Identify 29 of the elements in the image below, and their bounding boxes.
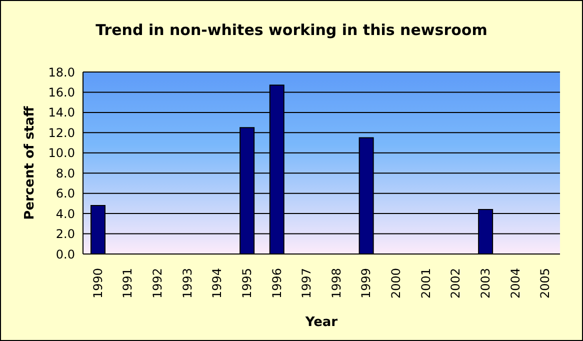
y-axis-title: Percent of staff bbox=[22, 106, 38, 220]
y-tick-label: 8.0 bbox=[56, 166, 75, 180]
y-tick-label: 4.0 bbox=[56, 206, 75, 221]
y-tick-label: 16.0 bbox=[48, 85, 75, 100]
x-tick-label: 1997 bbox=[300, 268, 314, 299]
y-tick-label: 14.0 bbox=[48, 106, 75, 120]
y-tick-label: 0.0 bbox=[56, 247, 75, 262]
x-tick-label: 2003 bbox=[478, 268, 492, 299]
y-tick-label: 2.0 bbox=[56, 227, 75, 242]
x-tick-label: 1995 bbox=[240, 268, 254, 299]
x-tick-label: 1999 bbox=[359, 268, 374, 299]
x-tick-label: 1998 bbox=[329, 268, 344, 299]
x-axis-title: Year bbox=[304, 315, 338, 330]
y-tick-label: 18.0 bbox=[48, 65, 75, 80]
y-tick-label: 10.0 bbox=[48, 146, 75, 160]
x-tick-label: 1990 bbox=[90, 268, 105, 299]
x-tick-label: 2005 bbox=[538, 268, 552, 299]
x-tick-label: 2002 bbox=[448, 268, 463, 299]
x-tick-label: 2004 bbox=[508, 268, 522, 299]
x-tick-label: 2001 bbox=[418, 268, 433, 299]
x-tick-label: 1991 bbox=[120, 268, 135, 299]
chart-title: Trend in non-whites working in this newsroom bbox=[94, 21, 488, 39]
x-tick-label: 1996 bbox=[270, 268, 284, 299]
x-tick-label: 1994 bbox=[210, 268, 224, 299]
x-tick-label: 1992 bbox=[150, 268, 165, 299]
y-tick-label: 6.0 bbox=[56, 186, 75, 201]
y-tick-label: 12.0 bbox=[48, 126, 75, 140]
x-tick-label: 1993 bbox=[180, 268, 194, 299]
x-tick-label: 2000 bbox=[389, 268, 404, 299]
